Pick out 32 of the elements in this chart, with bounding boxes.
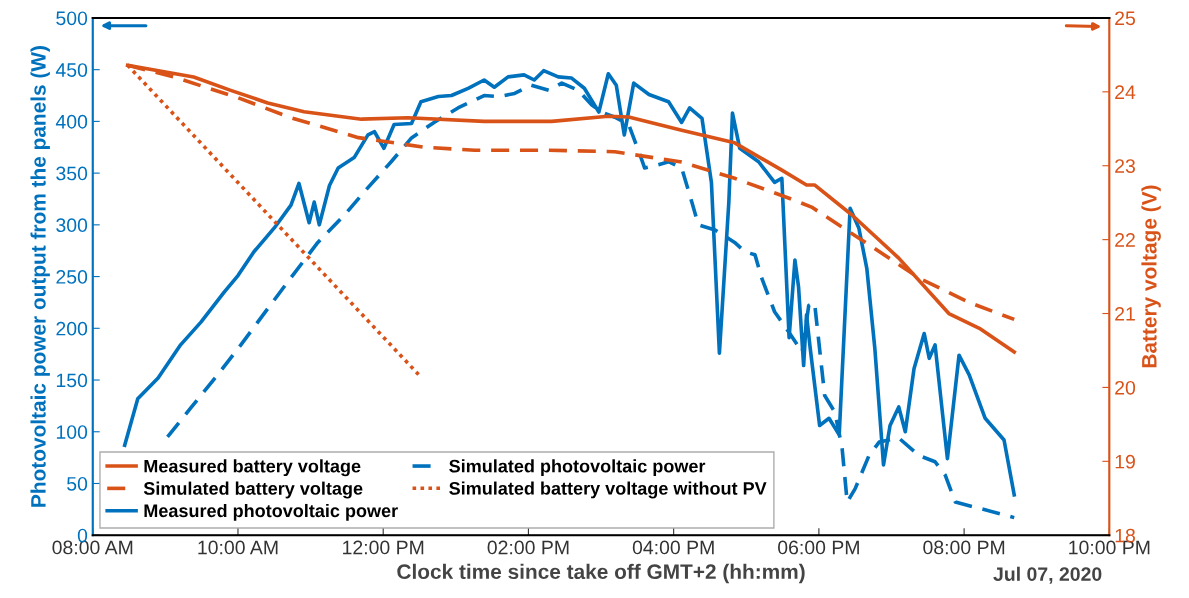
x-axis-title: Clock time since take off GMT+2 (hh:mm): [397, 563, 805, 584]
y2-tick-label: 24: [1115, 85, 1136, 99]
y2-axis-title: Battery voltage (V): [1141, 185, 1161, 368]
y-axis-title: Photovoltaic power output from the panels (W): [30, 46, 50, 507]
y-tick-label: 50: [67, 476, 88, 491]
x-tick-label: 04:00 PM: [632, 540, 714, 555]
y2-tick-label: 19: [1115, 454, 1135, 469]
y2-tick-label: 23: [1115, 159, 1135, 173]
y2-tick-label: 22: [1115, 233, 1135, 247]
legend-label: Simulated battery voltage: [143, 481, 363, 499]
y2-tick-label: 20: [1115, 380, 1136, 395]
y-tick-label: 350: [56, 166, 88, 181]
legend-label: Simulated battery voltage without PV: [449, 481, 767, 499]
y-tick-label: 250: [56, 270, 88, 284]
y-tick-label: 450: [55, 63, 88, 77]
y-tick-label: 300: [56, 218, 88, 233]
y2-tick-label: 21: [1115, 306, 1135, 321]
x-tick-label: 08:00 PM: [923, 540, 1005, 555]
y-tick-label: 400: [55, 114, 88, 129]
x-tick-label: 12:00 PM: [343, 540, 424, 555]
y2-tick-label: 25: [1115, 11, 1136, 26]
y-tick-label: 500: [56, 11, 88, 26]
y-tick-label: 100: [56, 425, 88, 439]
x-tick-label: 06:00 PM: [778, 540, 859, 555]
y-tick-label: 200: [56, 321, 88, 336]
x-tick-label: 02:00 PM: [487, 540, 569, 555]
y-tick-label: 150: [56, 373, 88, 388]
legend-label: Simulated photovoltaic power: [449, 459, 706, 477]
legend-label: Measured photovoltaic power: [144, 503, 398, 521]
x-tick-label: 10:00 AM: [198, 540, 278, 555]
legend-label: Measured battery voltage: [144, 459, 361, 477]
text: Jul 07, 2020: [993, 566, 1102, 584]
